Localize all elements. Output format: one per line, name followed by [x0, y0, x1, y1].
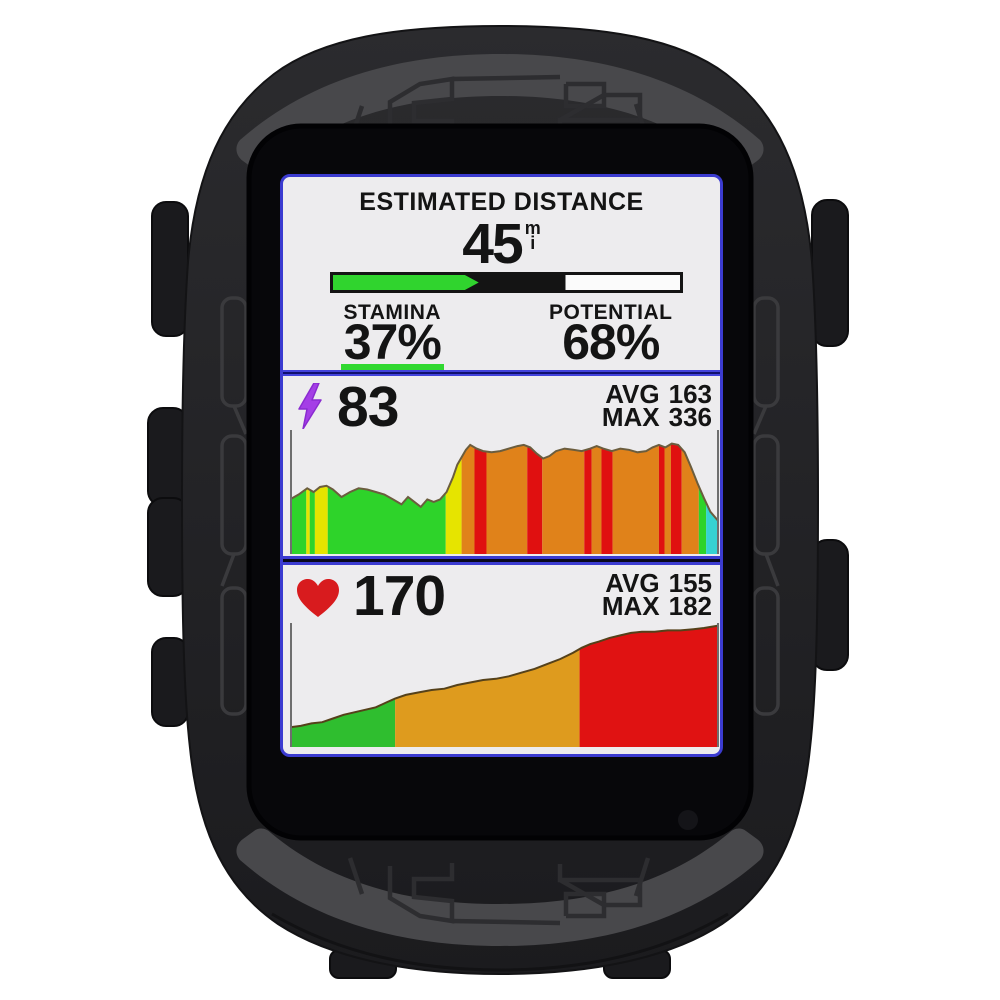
heart-icon — [297, 579, 339, 617]
left-bezel-pattern — [220, 296, 248, 716]
section-divider — [283, 370, 720, 376]
distance-value: 45 m i — [283, 212, 720, 276]
stamina-value: 37% — [283, 317, 502, 370]
stamina-label: STAMINA — [343, 301, 442, 324]
hr-avg-row: AVG 155 — [605, 568, 712, 598]
panel-power[interactable]: 83 AVG 163 MAX 336 — [283, 376, 720, 556]
distance-number: 45 — [462, 212, 523, 276]
bottom-lip — [271, 912, 729, 972]
power-max-row: MAX 336 — [601, 402, 712, 432]
hr-avg-max: AVG 155 MAX 182 — [601, 568, 712, 621]
power-chart — [290, 430, 719, 554]
power-header: 83 AVG 163 MAX 336 — [295, 375, 712, 439]
left-side-button-top[interactable] — [151, 201, 189, 337]
distance-unit: m i — [524, 218, 541, 253]
light-sensor-dot — [678, 810, 698, 830]
hr-header: 170 AVG 155 MAX 182 — [295, 564, 712, 628]
hr-chart — [290, 623, 719, 747]
lightning-bolt-icon — [298, 383, 322, 429]
stamina-potential-labels: STAMINA POTENTIAL — [283, 301, 720, 325]
panel-title: ESTIMATED DISTANCE — [359, 188, 644, 216]
left-side-button-bottom[interactable] — [151, 637, 189, 727]
panel-estimated-distance[interactable]: ESTIMATED DISTANCE 45 m i STAMINA POTENT… — [283, 177, 720, 370]
panel-heart-rate[interactable]: 170 AVG 155 MAX 182 — [283, 565, 720, 754]
power-current-value: 83 — [337, 375, 399, 439]
power-avg-row: AVG 163 — [605, 379, 712, 409]
distance-progress-bar — [330, 272, 683, 293]
display-ui: ESTIMATED DISTANCE 45 m i STAMINA POTENT… — [280, 174, 723, 757]
power-avg-max: AVG 163 MAX 336 — [601, 379, 712, 432]
potential-label: POTENTIAL — [549, 301, 673, 324]
potential-value: 68% — [562, 314, 660, 370]
hr-current-value: 170 — [353, 564, 446, 628]
section-divider — [283, 556, 720, 565]
stamina-potential-values: 37% 68% — [283, 314, 720, 370]
right-side-button-top[interactable] — [811, 199, 849, 347]
hr-max-row: MAX 182 — [601, 591, 712, 621]
